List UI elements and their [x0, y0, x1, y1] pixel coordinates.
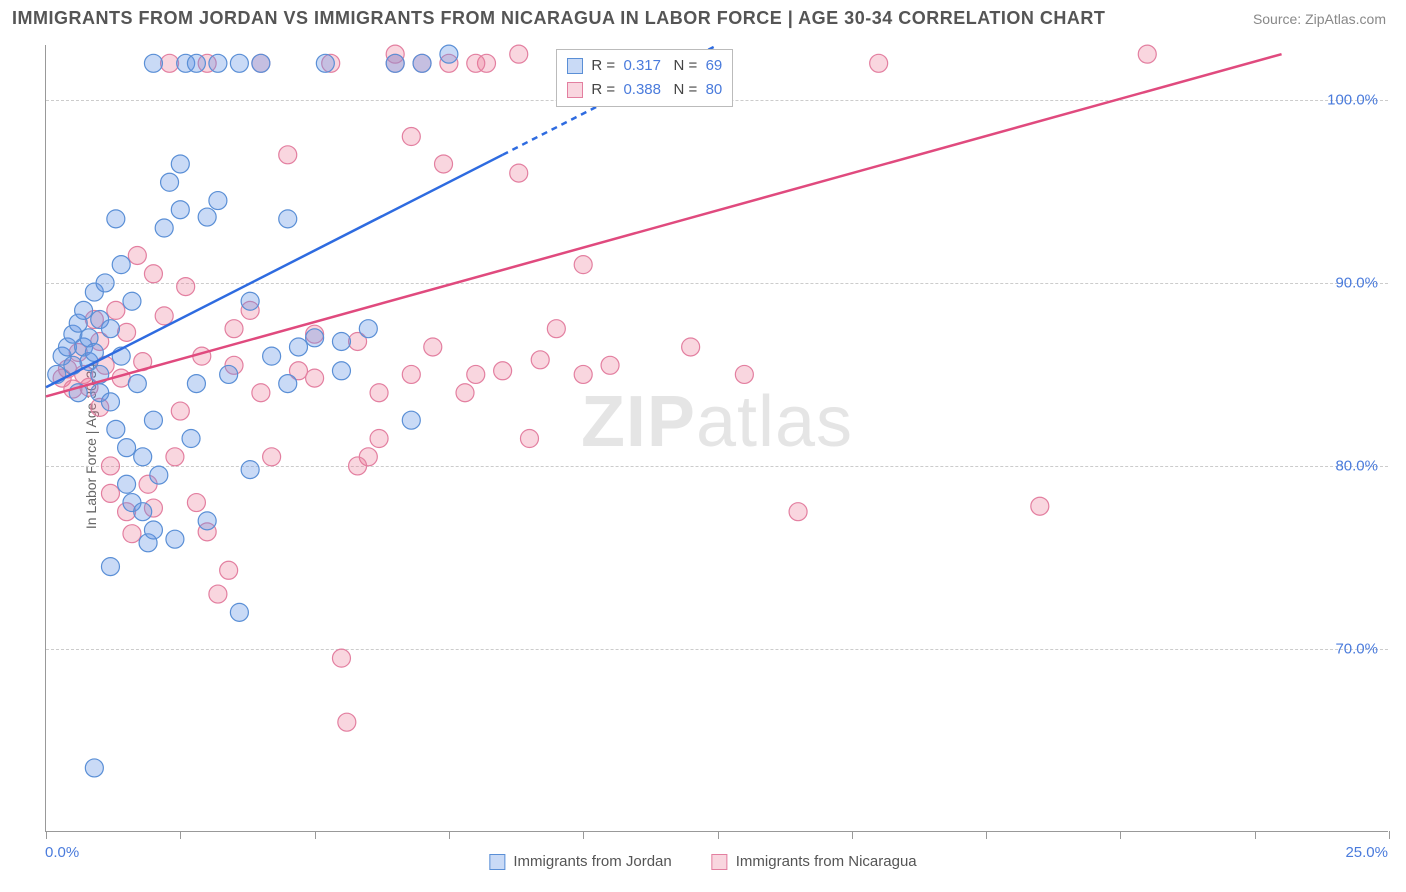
legend-item-nicaragua: Immigrants from Nicaragua [712, 853, 917, 870]
legend-label-jordan: Immigrants from Jordan [513, 853, 671, 870]
x-tick [583, 831, 584, 839]
x-tick [1389, 831, 1390, 839]
legend-row: R = 0.388 N = 80 [567, 78, 722, 102]
x-tick [1255, 831, 1256, 839]
legend-swatch [567, 82, 583, 98]
correlation-legend-box: R = 0.317 N = 69R = 0.388 N = 80 [556, 49, 733, 107]
x-tick [986, 831, 987, 839]
x-tick [315, 831, 316, 839]
legend-item-jordan: Immigrants from Jordan [489, 853, 671, 870]
legend-swatch [567, 58, 583, 74]
scatter-plot-svg [46, 45, 1388, 831]
legend-row: R = 0.317 N = 69 [567, 54, 722, 78]
swatch-nicaragua [712, 854, 728, 870]
x-tick [180, 831, 181, 839]
chart-title: IMMIGRANTS FROM JORDAN VS IMMIGRANTS FRO… [12, 8, 1105, 29]
chart-plot-area: 70.0%80.0%90.0%100.0% ZIPatlas R = 0.317… [45, 45, 1388, 832]
x-tick [718, 831, 719, 839]
x-tick [46, 831, 47, 839]
legend-bottom: Immigrants from Jordan Immigrants from N… [489, 853, 916, 870]
x-axis-max-label: 25.0% [1345, 844, 1388, 861]
chart-source: Source: ZipAtlas.com [1253, 11, 1386, 27]
legend-label-nicaragua: Immigrants from Nicaragua [736, 853, 917, 870]
x-tick [449, 831, 450, 839]
x-axis-min-label: 0.0% [45, 844, 79, 861]
swatch-jordan [489, 854, 505, 870]
x-tick [852, 831, 853, 839]
x-tick [1120, 831, 1121, 839]
